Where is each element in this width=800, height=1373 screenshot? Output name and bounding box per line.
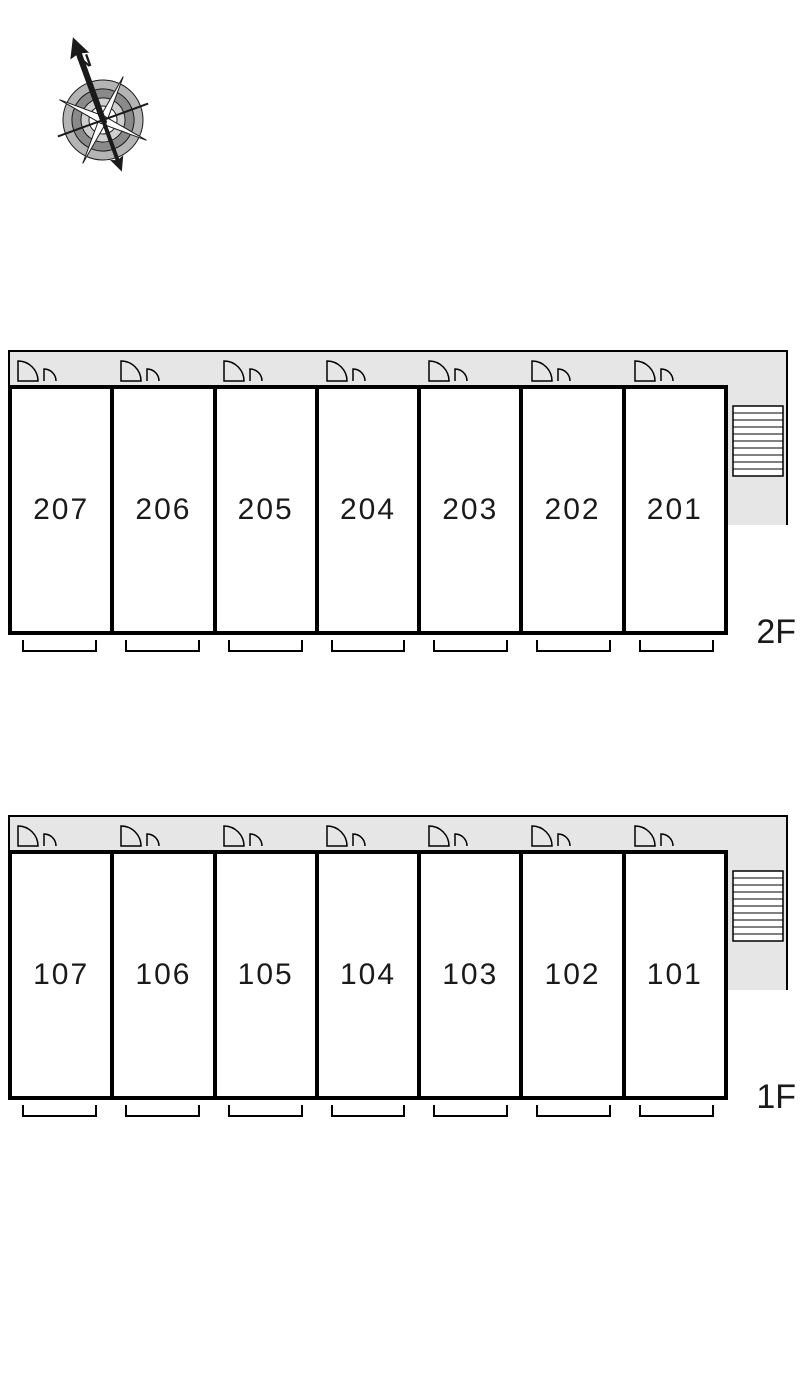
- unit-cell: 102: [523, 850, 625, 1100]
- units-row: 207 206 205 204 203 202 201: [8, 385, 728, 635]
- balcony-icon: [625, 635, 728, 655]
- door-icon: [8, 355, 111, 383]
- unit-number: 204: [340, 493, 396, 527]
- unit-cell: 107: [12, 850, 114, 1100]
- door-icon: [625, 355, 728, 383]
- north-label: N: [75, 50, 94, 73]
- door-icon: [111, 355, 214, 383]
- balcony-icon: [625, 1100, 728, 1120]
- balcony-icon: [111, 1100, 214, 1120]
- units-row: 107 106 105 104 103 102 101: [8, 850, 728, 1100]
- balcony-icon: [522, 635, 625, 655]
- balcony-icon: [214, 1100, 317, 1120]
- door-icon: [317, 820, 420, 848]
- floor-label: 1F: [756, 1078, 796, 1117]
- unit-cell: 101: [626, 850, 728, 1100]
- unit-number: 205: [238, 493, 294, 527]
- staircase: [728, 850, 788, 990]
- balcony-icon: [8, 1100, 111, 1120]
- unit-cell: 203: [421, 385, 523, 635]
- unit-number: 107: [33, 958, 89, 992]
- unit-cell: 104: [319, 850, 421, 1100]
- floor-block: 207 206 205 204 203 202 201 2F: [0, 350, 800, 670]
- door-icon: [625, 820, 728, 848]
- floor-plan: 2072062052042032022012F10710610510410310…: [0, 350, 800, 1280]
- unit-number: 201: [647, 493, 703, 527]
- balcony-icon: [317, 1100, 420, 1120]
- unit-number: 206: [135, 493, 191, 527]
- door-icon: [214, 355, 317, 383]
- unit-cell: 202: [523, 385, 625, 635]
- balcony-icon: [111, 635, 214, 655]
- unit-number: 105: [238, 958, 294, 992]
- unit-number: 106: [135, 958, 191, 992]
- door-icon: [214, 820, 317, 848]
- balcony-icon: [317, 635, 420, 655]
- unit-number: 207: [33, 493, 89, 527]
- balcony-icon: [419, 635, 522, 655]
- unit-number: 203: [442, 493, 498, 527]
- balcony-icon: [419, 1100, 522, 1120]
- unit-number: 202: [545, 493, 601, 527]
- unit-cell: 207: [12, 385, 114, 635]
- door-icon: [111, 820, 214, 848]
- unit-cell: 105: [217, 850, 319, 1100]
- unit-number: 104: [340, 958, 396, 992]
- compass: N: [18, 20, 178, 190]
- door-icon: [8, 820, 111, 848]
- unit-number: 102: [545, 958, 601, 992]
- door-icon: [522, 355, 625, 383]
- balcony-icon: [214, 635, 317, 655]
- door-icon: [419, 820, 522, 848]
- door-icon: [522, 820, 625, 848]
- door-icon: [419, 355, 522, 383]
- unit-cell: 206: [114, 385, 216, 635]
- door-icon: [317, 355, 420, 383]
- unit-number: 101: [647, 958, 703, 992]
- balcony-icon: [522, 1100, 625, 1120]
- unit-cell: 106: [114, 850, 216, 1100]
- unit-cell: 205: [217, 385, 319, 635]
- floor-label: 2F: [756, 613, 796, 652]
- floor-block: 107 106 105 104 103 102 101 1F: [0, 815, 800, 1135]
- unit-cell: 204: [319, 385, 421, 635]
- staircase: [728, 385, 788, 525]
- unit-number: 103: [442, 958, 498, 992]
- unit-cell: 201: [626, 385, 728, 635]
- balcony-icon: [8, 635, 111, 655]
- unit-cell: 103: [421, 850, 523, 1100]
